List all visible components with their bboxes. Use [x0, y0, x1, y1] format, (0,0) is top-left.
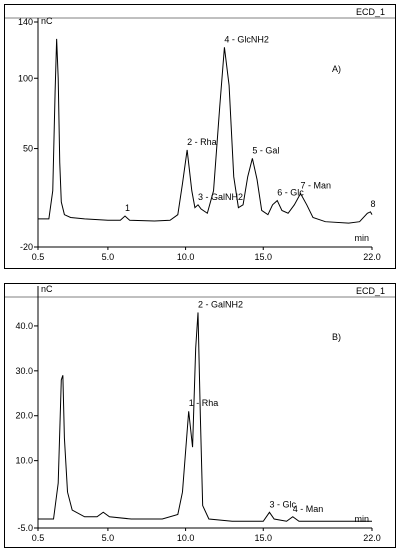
- y-tick-label: 10.0: [15, 456, 33, 466]
- y-tick-label: 100: [18, 73, 33, 83]
- x-tick-label: 22.0: [363, 252, 381, 262]
- peak-label: 2 - GalNH2: [198, 299, 243, 309]
- peak-label: 2 - Rha: [187, 137, 217, 147]
- y-tick-label: 30.0: [15, 366, 33, 376]
- panel-frame: [4, 4, 396, 269]
- x-tick-label: 15.0: [254, 533, 272, 543]
- x-tick-label: 5.0: [102, 252, 115, 262]
- y-axis-label: nC: [41, 284, 53, 294]
- peak-label: 8: [370, 199, 375, 209]
- x-axis-label: min: [354, 514, 369, 524]
- x-tick-label: 10.0: [177, 533, 195, 543]
- x-tick-label: 0.5: [32, 533, 45, 543]
- trace: [38, 312, 372, 522]
- peak-label: 1: [125, 203, 130, 213]
- y-tick-label: 50: [23, 144, 33, 154]
- x-tick-label: 15.0: [254, 252, 272, 262]
- x-tick-label: 22.0: [363, 533, 381, 543]
- x-axis-label: min: [354, 233, 369, 243]
- peak-label: 3 - Glc: [269, 499, 296, 509]
- peak-label: 4 - GlcNH2: [224, 34, 269, 44]
- y-tick-label: -5.0: [17, 523, 33, 533]
- peak-label: 1 - Rha: [189, 398, 219, 408]
- peak-label: 7 - Man: [301, 181, 332, 191]
- peak-label: 5 - Gal: [252, 145, 279, 155]
- x-tick-label: 10.0: [177, 252, 195, 262]
- header: ECD_1: [356, 286, 385, 296]
- peak-label: 4 - Man: [293, 504, 324, 514]
- y-tick-label: 140: [18, 17, 33, 27]
- x-tick-label: 5.0: [102, 533, 115, 543]
- header: ECD_1: [356, 7, 385, 17]
- panel-frame: [4, 283, 396, 548]
- panel-label: B): [332, 332, 341, 342]
- y-tick-label: 40.0: [15, 321, 33, 331]
- y-tick-label: 20.0: [15, 411, 33, 421]
- y-axis-label: nC: [41, 16, 53, 26]
- x-tick-label: 0.5: [32, 252, 45, 262]
- peak-label: 6 - Glc: [277, 188, 304, 198]
- y-tick-label: -20: [20, 242, 33, 252]
- peak-label: 3 - GalNH2: [198, 192, 243, 202]
- panel-label: A): [332, 64, 341, 74]
- trace: [38, 38, 373, 224]
